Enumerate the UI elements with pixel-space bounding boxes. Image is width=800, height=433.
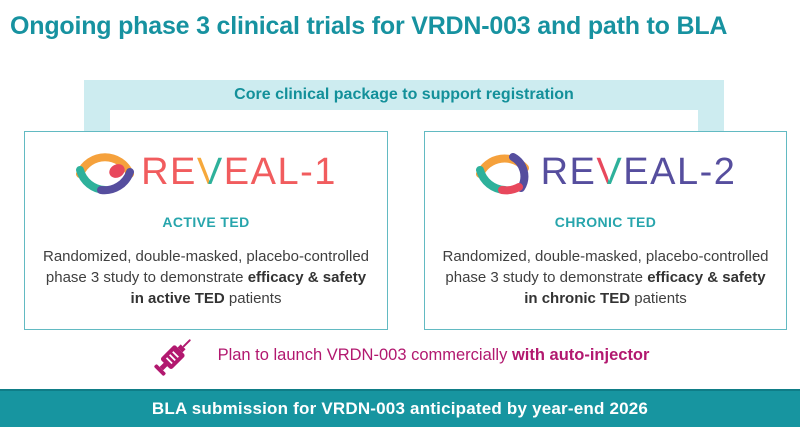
core-package-banner-label: Core clinical package to support registr… <box>234 86 574 103</box>
reveal-eye-icon <box>76 153 135 195</box>
launch-note: Plan to launch VRDN-003 commercially wit… <box>0 330 800 380</box>
core-package-banner: Core clinical package to support registr… <box>84 80 724 110</box>
trial-description: Randomized, double-masked, placebo-contr… <box>42 248 370 307</box>
trial-population-label: CHRONIC TED <box>554 214 657 230</box>
trial-population-label: ACTIVE TED <box>162 214 250 230</box>
reveal-1-card: REVEAL-1 ACTIVE TED Randomized, double-m… <box>24 131 388 330</box>
bla-submission-label: BLA submission for VRDN-003 anticipated … <box>151 399 649 418</box>
reveal-1-wordmark: REVEAL-1 <box>141 151 337 193</box>
reveal-eye-icon <box>475 153 529 195</box>
bla-submission-banner: BLA submission for VRDN-003 anticipated … <box>0 389 800 427</box>
reveal-2-card: REVEAL-2 CHRONIC TED Randomized, double-… <box>424 131 787 330</box>
reveal-1-logo: REVEAL-1 <box>25 146 387 198</box>
syringe-icon <box>153 338 191 376</box>
page-title: Ongoing phase 3 clinical trials for VRDN… <box>10 12 728 40</box>
launch-note-text: Plan to launch VRDN-003 commercially wit… <box>217 345 650 364</box>
banner-connector-left <box>84 110 110 132</box>
reveal-2-wordmark: REVEAL-2 <box>540 151 737 193</box>
reveal-2-logo: REVEAL-2 <box>425 146 786 198</box>
banner-connector-right <box>698 110 724 132</box>
trial-description: Randomized, double-masked, placebo-contr… <box>442 248 769 307</box>
